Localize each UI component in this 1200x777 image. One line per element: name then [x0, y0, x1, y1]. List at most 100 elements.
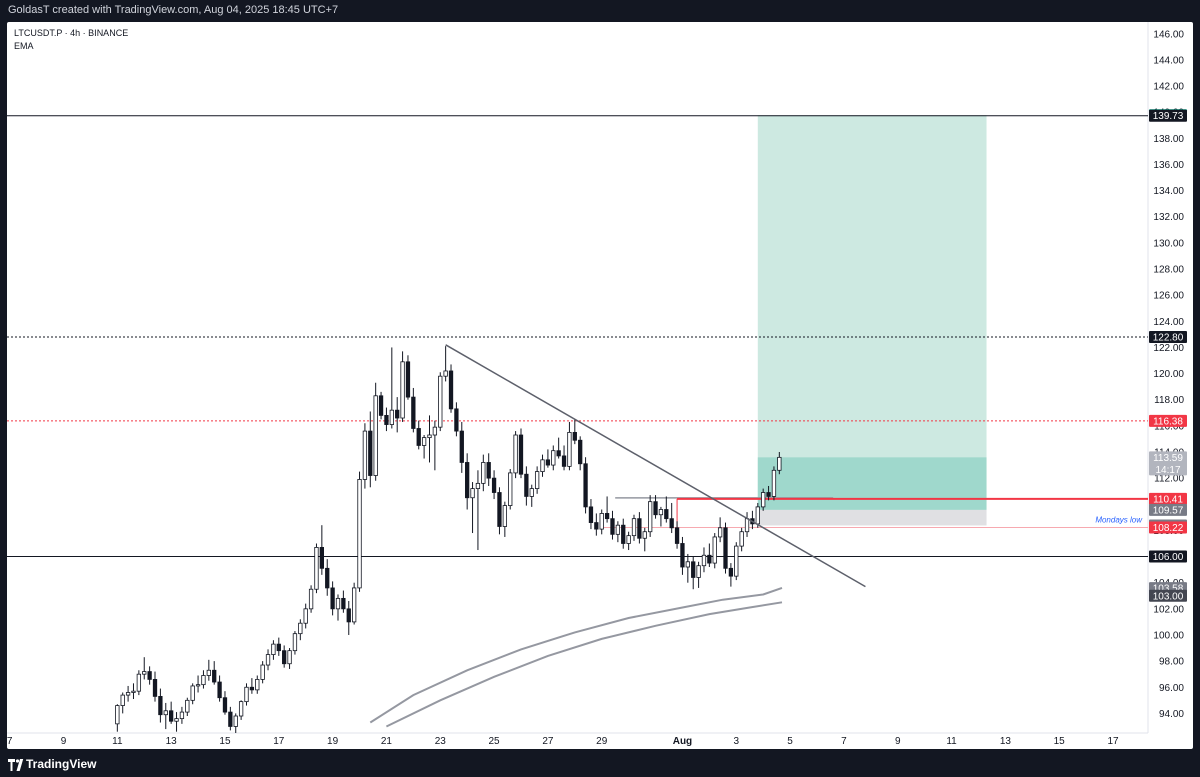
candle-body-57[interactable] [421, 437, 427, 446]
target-zone[interactable] [757, 115, 987, 510]
candle-body-81[interactable] [551, 450, 556, 466]
candle-body-16[interactable] [201, 675, 206, 686]
candle-body-3[interactable] [131, 690, 136, 693]
candle-body-97[interactable] [637, 518, 642, 539]
candle-body-84[interactable] [567, 431, 572, 467]
candle-body-80[interactable] [545, 459, 551, 466]
candle-body-113[interactable] [723, 527, 728, 569]
candle-body-87[interactable] [583, 463, 588, 508]
candle-body-96[interactable] [631, 518, 637, 537]
candle-body-63[interactable] [454, 408, 459, 432]
candle-body-116[interactable] [739, 531, 744, 547]
candle-body-22[interactable] [233, 715, 238, 727]
candle-body-117[interactable] [744, 518, 750, 533]
candle-body-39[interactable] [325, 567, 330, 589]
candle-body-69[interactable] [486, 462, 491, 479]
candle-body-45[interactable] [357, 479, 362, 589]
candle-body-103[interactable] [669, 518, 674, 529]
candle-body-46[interactable] [362, 430, 368, 480]
candle-body-101[interactable] [658, 509, 664, 516]
candle-body-120[interactable] [761, 492, 766, 508]
candle-body-93[interactable] [615, 524, 621, 535]
candle-body-79[interactable] [540, 459, 545, 473]
candle-body-104[interactable] [674, 527, 680, 544]
candle-body-105[interactable] [680, 543, 685, 568]
candle-body-51[interactable] [389, 409, 394, 425]
candle-body-42[interactable] [341, 597, 346, 610]
candle-body-37[interactable] [314, 547, 319, 590]
candle-body-52[interactable] [395, 409, 400, 419]
candle-body-25[interactable] [249, 686, 255, 691]
candle-body-89[interactable] [594, 522, 599, 530]
candle-body-88[interactable] [588, 506, 594, 523]
candle-body-4[interactable] [136, 673, 142, 692]
candle-body-33[interactable] [292, 633, 298, 652]
candle-body-18[interactable] [212, 669, 217, 683]
candle-body-30[interactable] [276, 643, 281, 652]
candle-body-50[interactable] [384, 415, 389, 425]
candle-body-64[interactable] [459, 430, 464, 463]
candle-body-74[interactable] [513, 434, 518, 474]
candle-body-77[interactable] [529, 488, 534, 497]
candle-body-7[interactable] [152, 679, 158, 697]
candle-body-55[interactable] [411, 396, 416, 429]
candle-body-6[interactable] [147, 671, 152, 680]
candle-body-58[interactable] [427, 434, 432, 439]
candle-body-43[interactable] [346, 608, 351, 623]
candle-body-100[interactable] [653, 501, 658, 516]
candle-body-73[interactable] [508, 472, 513, 506]
candle-body-59[interactable] [432, 426, 438, 436]
candle-body-34[interactable] [298, 622, 303, 635]
candle-body-122[interactable] [771, 469, 777, 497]
candle-body-32[interactable] [287, 650, 292, 665]
candle-body-38[interactable] [319, 547, 325, 569]
candle-body-76[interactable] [524, 473, 529, 497]
candle-body-24[interactable] [244, 686, 249, 703]
candle-body-107[interactable] [691, 561, 696, 578]
candle-body-13[interactable] [185, 699, 190, 713]
candle-body-26[interactable] [255, 679, 260, 691]
candle-body-5[interactable] [142, 671, 147, 675]
indicator-label[interactable]: EMA [14, 41, 34, 51]
candle-body-85[interactable] [572, 431, 577, 441]
candle-body-10[interactable] [169, 710, 174, 722]
candle-body-35[interactable] [303, 608, 308, 624]
candle-body-28[interactable] [265, 654, 271, 666]
candle-body-108[interactable] [696, 565, 701, 578]
candle-body-29[interactable] [271, 643, 276, 655]
candle-body-11[interactable] [174, 718, 179, 722]
candle-body-0[interactable] [115, 705, 120, 725]
candle-body-1[interactable] [120, 694, 125, 706]
trendline[interactable] [445, 344, 866, 588]
candle-body-47[interactable] [368, 430, 373, 476]
candle-body-98[interactable] [642, 531, 647, 539]
candle-body-9[interactable] [163, 710, 168, 716]
candle-body-48[interactable] [373, 395, 378, 476]
candle-body-2[interactable] [125, 692, 131, 696]
candle-body-8[interactable] [158, 696, 163, 716]
candle-body-61[interactable] [443, 370, 448, 377]
symbol-label[interactable]: LTCUSDT.P · 4h · BINANCE [14, 28, 129, 38]
candle-body-36[interactable] [308, 588, 314, 610]
candle-body-91[interactable] [604, 513, 610, 520]
candle-body-40[interactable] [330, 587, 335, 610]
candle-body-44[interactable] [351, 587, 357, 623]
candle-body-56[interactable] [416, 428, 421, 446]
candle-body-41[interactable] [335, 597, 341, 610]
candle-body-115[interactable] [734, 545, 739, 577]
candle-body-75[interactable] [518, 434, 524, 475]
ema-slow-line[interactable] [385, 601, 783, 728]
candle-body-71[interactable] [497, 492, 502, 527]
candle-body-70[interactable] [491, 477, 497, 493]
candle-body-92[interactable] [610, 518, 615, 535]
candle-body-99[interactable] [648, 501, 653, 533]
candle-body-111[interactable] [712, 536, 717, 564]
mondays-low-label[interactable]: Mondays low [1095, 515, 1143, 524]
candle-body-110[interactable] [707, 554, 712, 564]
candle-body-102[interactable] [664, 509, 669, 520]
candle-body-31[interactable] [282, 650, 287, 665]
candle-body-60[interactable] [438, 375, 443, 428]
candle-body-20[interactable] [222, 697, 228, 713]
ema-fast-line[interactable] [369, 586, 783, 724]
